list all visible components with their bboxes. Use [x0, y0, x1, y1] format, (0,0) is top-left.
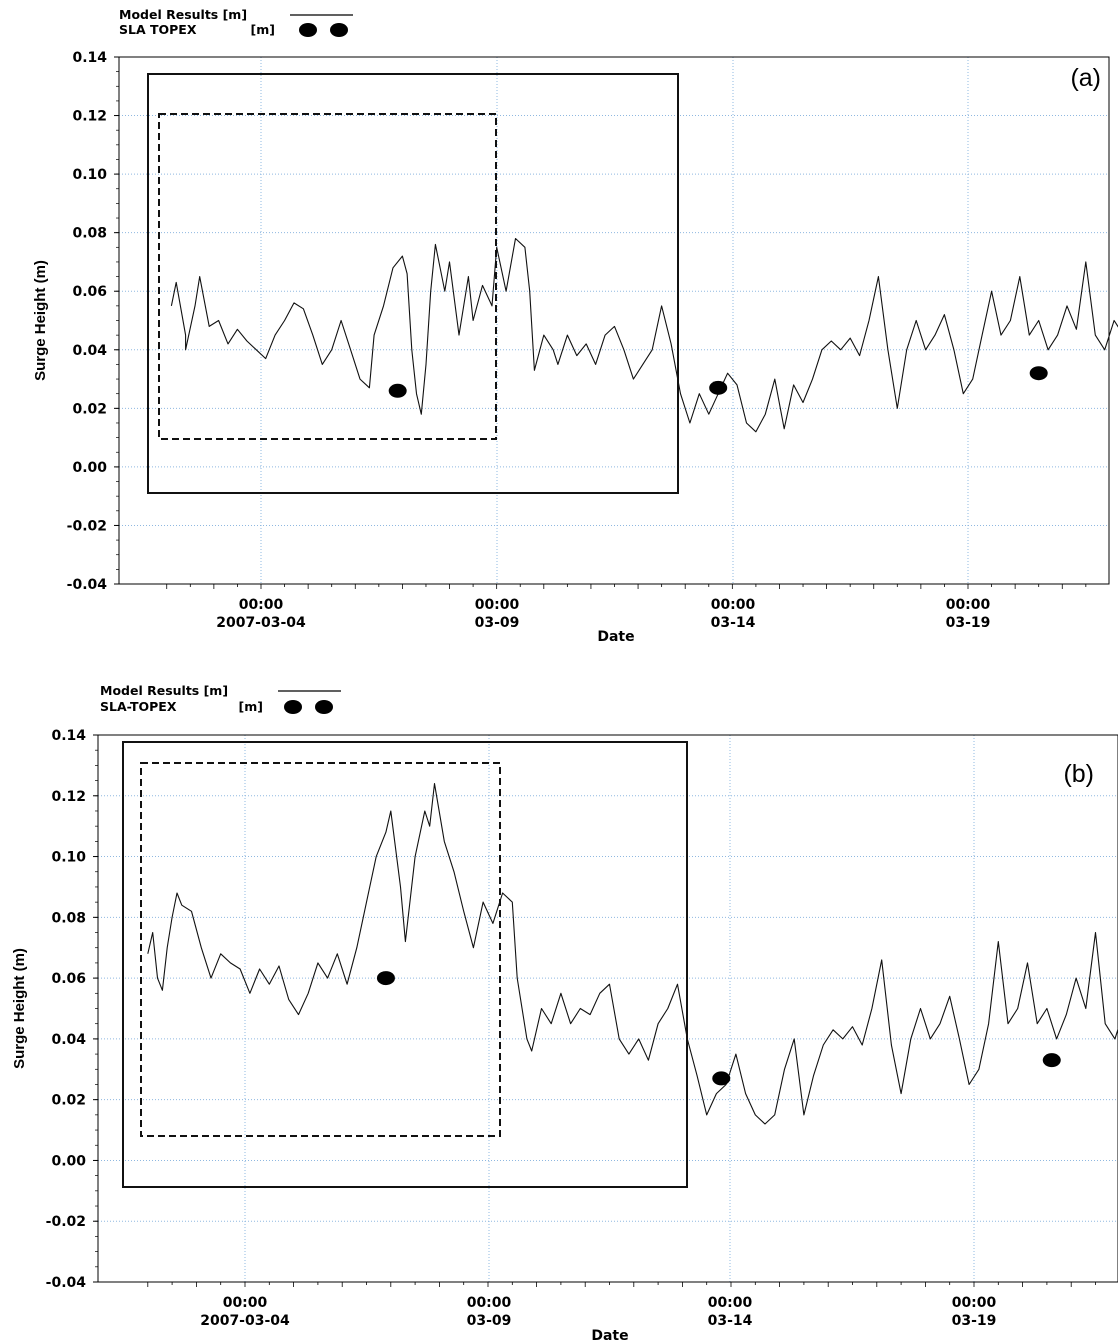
sla-topex-point: [376, 971, 395, 986]
x-tick-time: 00:00: [223, 1295, 268, 1311]
legend-dot-swatch: [299, 23, 317, 37]
y-tick-label: 0.14: [72, 50, 107, 66]
legend-dot-unit: [m]: [239, 699, 263, 714]
sla-topex-point: [388, 383, 407, 398]
x-tick-time: 00:00: [239, 597, 284, 613]
y-tick-label: 0.02: [51, 1093, 86, 1109]
x-tick-date: 03-09: [475, 615, 520, 631]
x-tick-date: 03-19: [952, 1313, 997, 1329]
dashed-annotation-box: [140, 762, 501, 1137]
model-results-line: [147, 783, 1118, 1125]
y-tick-label: 0.08: [72, 226, 107, 242]
legend-line-label: Model Results [m]: [119, 7, 247, 22]
x-tick-date: 03-19: [946, 615, 991, 631]
legend-dot-label: SLA TOPEX: [119, 22, 197, 37]
legend-dot-swatch: [315, 700, 333, 714]
sla-topex-point: [1042, 1053, 1061, 1068]
sla-topex-point: [712, 1071, 731, 1086]
x-tick-date: 03-09: [467, 1313, 512, 1329]
chart-panel-a: 0.14 0.12 0.10 0.08 0.06 0.04 0.02 0.00 -0.02 -0.…: [32, 7, 1118, 645]
sla-topex-point: [709, 380, 728, 395]
plot-frame: [118, 56, 1110, 585]
y-axis-label: Surge Height (m): [32, 260, 49, 381]
y-tick-label: -0.02: [67, 518, 107, 534]
y-tick-label: 0.10: [72, 167, 107, 183]
dashed-annotation-box: [158, 113, 497, 440]
solid-annotation-box: [147, 73, 679, 494]
legend-line-label: Model Results [m]: [100, 683, 228, 698]
y-tick-label: 0.06: [72, 284, 107, 300]
plot-frame: [97, 734, 1118, 1283]
solid-annotation-box: [122, 741, 688, 1188]
sla-topex-point: [1029, 366, 1048, 381]
y-tick-label: 0.12: [72, 109, 107, 125]
y-tick-label: 0.08: [51, 910, 86, 926]
legend-dot-swatch: [284, 700, 302, 714]
legend-dot-unit: [m]: [251, 22, 275, 37]
model-results-line: [170, 237, 1118, 433]
y-tick-label: 0.10: [51, 850, 86, 866]
x-tick-time: 00:00: [708, 1295, 753, 1311]
chart-panel-b: 0.14 0.12 0.10 0.08 0.06 0.04 0.02 0.00 -0.02 -0.…: [11, 683, 1118, 1344]
y-tick-label: 0.14: [51, 728, 86, 744]
y-tick-label: 0.04: [51, 1032, 86, 1048]
y-tick-label: 0.02: [72, 401, 107, 417]
legend-dot-swatch: [330, 23, 348, 37]
y-axis-label: Surge Height (m): [11, 948, 28, 1069]
panel-label: (b): [1063, 760, 1094, 788]
x-tick-time: 00:00: [467, 1295, 512, 1311]
x-tick-date: 2007-03-04: [216, 615, 306, 631]
y-tick-label: -0.04: [46, 1275, 87, 1291]
y-tick-label: 0.00: [72, 460, 107, 476]
x-tick-time: 00:00: [711, 597, 756, 613]
x-tick-date: 03-14: [708, 1313, 753, 1329]
x-tick-date: 2007-03-04: [200, 1313, 290, 1329]
x-axis-label: Date: [597, 629, 634, 645]
y-tick-label: 0.06: [51, 971, 86, 987]
y-tick-label: 0.12: [51, 789, 86, 805]
x-axis-label: Date: [591, 1328, 628, 1344]
y-tick-label: -0.02: [46, 1214, 86, 1230]
legend-dot-label: SLA-TOPEX: [100, 699, 177, 714]
y-tick-label: 0.00: [51, 1153, 86, 1169]
y-tick-label: -0.04: [67, 577, 108, 593]
panel-label: (a): [1070, 64, 1101, 92]
x-tick-date: 03-14: [711, 615, 756, 631]
x-tick-time: 00:00: [475, 597, 520, 613]
x-tick-time: 00:00: [946, 597, 991, 613]
y-tick-label: 0.04: [72, 343, 107, 359]
x-tick-time: 00:00: [952, 1295, 997, 1311]
